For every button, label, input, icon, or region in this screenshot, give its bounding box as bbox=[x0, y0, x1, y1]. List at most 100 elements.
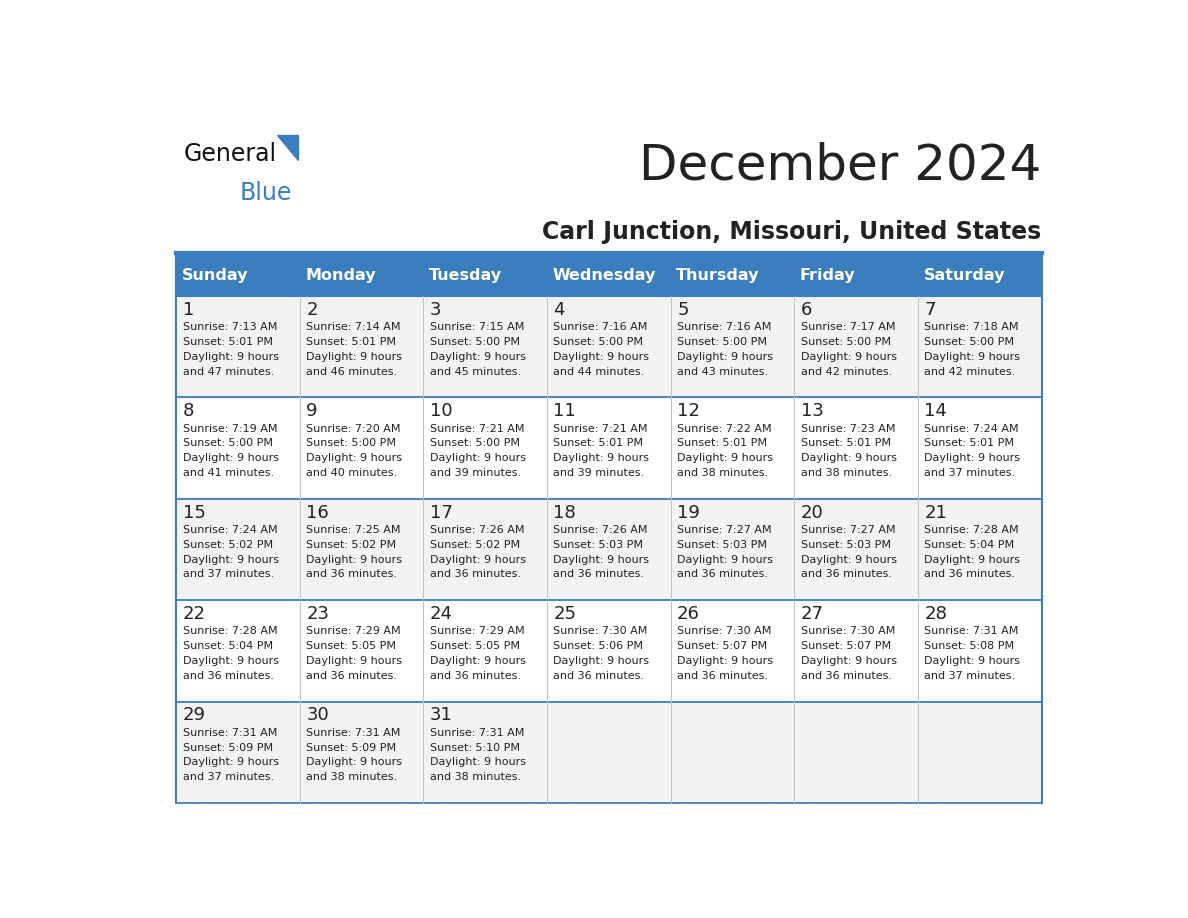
Text: and 39 minutes.: and 39 minutes. bbox=[554, 468, 645, 478]
Text: Daylight: 9 hours: Daylight: 9 hours bbox=[677, 554, 773, 565]
Text: and 37 minutes.: and 37 minutes. bbox=[924, 671, 1016, 681]
Bar bbox=[176, 701, 1042, 803]
Text: Daylight: 9 hours: Daylight: 9 hours bbox=[677, 352, 773, 362]
Text: and 38 minutes.: and 38 minutes. bbox=[307, 772, 397, 782]
Text: Sunrise: 7:28 AM: Sunrise: 7:28 AM bbox=[924, 525, 1019, 535]
Text: 2: 2 bbox=[307, 301, 317, 319]
Text: Daylight: 9 hours: Daylight: 9 hours bbox=[554, 554, 650, 565]
Text: Sunrise: 7:18 AM: Sunrise: 7:18 AM bbox=[924, 322, 1019, 332]
Text: Sunset: 5:04 PM: Sunset: 5:04 PM bbox=[924, 540, 1015, 550]
Text: Sunset: 5:00 PM: Sunset: 5:00 PM bbox=[430, 337, 520, 347]
Text: Sunset: 5:00 PM: Sunset: 5:00 PM bbox=[924, 337, 1015, 347]
Text: Sunrise: 7:26 AM: Sunrise: 7:26 AM bbox=[554, 525, 647, 535]
Text: Sunset: 5:01 PM: Sunset: 5:01 PM bbox=[183, 337, 272, 347]
Text: Sunrise: 7:25 AM: Sunrise: 7:25 AM bbox=[307, 525, 400, 535]
Text: Sunset: 5:00 PM: Sunset: 5:00 PM bbox=[554, 337, 644, 347]
Text: Sunset: 5:01 PM: Sunset: 5:01 PM bbox=[677, 439, 767, 448]
Text: Sunday: Sunday bbox=[182, 268, 248, 283]
Text: Sunrise: 7:27 AM: Sunrise: 7:27 AM bbox=[677, 525, 772, 535]
Text: General: General bbox=[183, 142, 277, 166]
Text: Sunset: 5:07 PM: Sunset: 5:07 PM bbox=[677, 641, 767, 651]
Bar bbox=[176, 255, 299, 297]
Text: and 44 minutes.: and 44 minutes. bbox=[554, 367, 645, 376]
Text: Daylight: 9 hours: Daylight: 9 hours bbox=[801, 554, 897, 565]
Text: Daylight: 9 hours: Daylight: 9 hours bbox=[430, 554, 526, 565]
Text: and 36 minutes.: and 36 minutes. bbox=[554, 671, 644, 681]
Text: Sunset: 5:02 PM: Sunset: 5:02 PM bbox=[307, 540, 397, 550]
Text: Sunset: 5:06 PM: Sunset: 5:06 PM bbox=[554, 641, 644, 651]
Bar bbox=[299, 255, 423, 297]
Text: Sunrise: 7:31 AM: Sunrise: 7:31 AM bbox=[183, 728, 277, 738]
Bar bbox=[423, 255, 546, 297]
Text: Daylight: 9 hours: Daylight: 9 hours bbox=[183, 453, 278, 464]
Text: Sunrise: 7:20 AM: Sunrise: 7:20 AM bbox=[307, 423, 400, 433]
Text: Sunrise: 7:27 AM: Sunrise: 7:27 AM bbox=[801, 525, 896, 535]
Text: Sunrise: 7:31 AM: Sunrise: 7:31 AM bbox=[924, 626, 1019, 636]
Text: and 47 minutes.: and 47 minutes. bbox=[183, 367, 273, 376]
Text: and 45 minutes.: and 45 minutes. bbox=[430, 367, 522, 376]
Text: Daylight: 9 hours: Daylight: 9 hours bbox=[183, 352, 278, 362]
Text: Sunrise: 7:21 AM: Sunrise: 7:21 AM bbox=[430, 423, 524, 433]
Text: Daylight: 9 hours: Daylight: 9 hours bbox=[801, 453, 897, 464]
Text: Daylight: 9 hours: Daylight: 9 hours bbox=[183, 656, 278, 666]
Text: Sunrise: 7:30 AM: Sunrise: 7:30 AM bbox=[801, 626, 895, 636]
Text: 23: 23 bbox=[307, 605, 329, 623]
Bar bbox=[795, 255, 918, 297]
Text: Sunrise: 7:16 AM: Sunrise: 7:16 AM bbox=[677, 322, 771, 332]
Text: 3: 3 bbox=[430, 301, 441, 319]
Text: Sunrise: 7:28 AM: Sunrise: 7:28 AM bbox=[183, 626, 277, 636]
Text: Sunrise: 7:26 AM: Sunrise: 7:26 AM bbox=[430, 525, 524, 535]
Text: Sunset: 5:05 PM: Sunset: 5:05 PM bbox=[307, 641, 397, 651]
Text: Daylight: 9 hours: Daylight: 9 hours bbox=[307, 453, 403, 464]
Text: 11: 11 bbox=[554, 402, 576, 420]
Text: Daylight: 9 hours: Daylight: 9 hours bbox=[183, 757, 278, 767]
Text: 29: 29 bbox=[183, 707, 206, 724]
Text: Daylight: 9 hours: Daylight: 9 hours bbox=[677, 656, 773, 666]
Text: Daylight: 9 hours: Daylight: 9 hours bbox=[801, 352, 897, 362]
Text: 25: 25 bbox=[554, 605, 576, 623]
Text: Sunrise: 7:21 AM: Sunrise: 7:21 AM bbox=[554, 423, 647, 433]
Text: December 2024: December 2024 bbox=[639, 142, 1042, 190]
Text: Tuesday: Tuesday bbox=[429, 268, 503, 283]
Text: 17: 17 bbox=[430, 504, 453, 521]
Text: Sunrise: 7:24 AM: Sunrise: 7:24 AM bbox=[183, 525, 277, 535]
Text: and 40 minutes.: and 40 minutes. bbox=[307, 468, 397, 478]
Text: Daylight: 9 hours: Daylight: 9 hours bbox=[430, 656, 526, 666]
Text: and 39 minutes.: and 39 minutes. bbox=[430, 468, 522, 478]
Text: Daylight: 9 hours: Daylight: 9 hours bbox=[430, 352, 526, 362]
Text: 27: 27 bbox=[801, 605, 823, 623]
Text: and 38 minutes.: and 38 minutes. bbox=[677, 468, 769, 478]
Text: Sunset: 5:01 PM: Sunset: 5:01 PM bbox=[554, 439, 644, 448]
Text: 9: 9 bbox=[307, 402, 317, 420]
Text: Sunset: 5:00 PM: Sunset: 5:00 PM bbox=[307, 439, 397, 448]
Text: Sunset: 5:00 PM: Sunset: 5:00 PM bbox=[430, 439, 520, 448]
Text: 10: 10 bbox=[430, 402, 453, 420]
Text: Daylight: 9 hours: Daylight: 9 hours bbox=[924, 656, 1020, 666]
Text: 15: 15 bbox=[183, 504, 206, 521]
Text: Sunset: 5:03 PM: Sunset: 5:03 PM bbox=[677, 540, 767, 550]
Bar bbox=[176, 297, 1042, 397]
Text: Daylight: 9 hours: Daylight: 9 hours bbox=[307, 656, 403, 666]
Polygon shape bbox=[278, 135, 298, 160]
Text: Sunset: 5:02 PM: Sunset: 5:02 PM bbox=[183, 540, 273, 550]
Text: Sunset: 5:00 PM: Sunset: 5:00 PM bbox=[801, 337, 891, 347]
Text: and 42 minutes.: and 42 minutes. bbox=[801, 367, 892, 376]
Text: Blue: Blue bbox=[240, 181, 292, 205]
Text: and 41 minutes.: and 41 minutes. bbox=[183, 468, 273, 478]
Text: Friday: Friday bbox=[800, 268, 855, 283]
Text: Sunrise: 7:30 AM: Sunrise: 7:30 AM bbox=[554, 626, 647, 636]
Text: and 36 minutes.: and 36 minutes. bbox=[677, 671, 769, 681]
Text: 30: 30 bbox=[307, 707, 329, 724]
Text: and 36 minutes.: and 36 minutes. bbox=[801, 671, 892, 681]
Text: Wednesday: Wednesday bbox=[552, 268, 656, 283]
Text: Sunset: 5:01 PM: Sunset: 5:01 PM bbox=[307, 337, 397, 347]
Text: Sunset: 5:10 PM: Sunset: 5:10 PM bbox=[430, 743, 520, 753]
Text: 18: 18 bbox=[554, 504, 576, 521]
Text: Daylight: 9 hours: Daylight: 9 hours bbox=[677, 453, 773, 464]
Text: Sunrise: 7:16 AM: Sunrise: 7:16 AM bbox=[554, 322, 647, 332]
Text: Sunset: 5:00 PM: Sunset: 5:00 PM bbox=[183, 439, 272, 448]
Text: 26: 26 bbox=[677, 605, 700, 623]
Text: 13: 13 bbox=[801, 402, 823, 420]
Text: Daylight: 9 hours: Daylight: 9 hours bbox=[430, 453, 526, 464]
Text: and 36 minutes.: and 36 minutes. bbox=[924, 569, 1016, 579]
